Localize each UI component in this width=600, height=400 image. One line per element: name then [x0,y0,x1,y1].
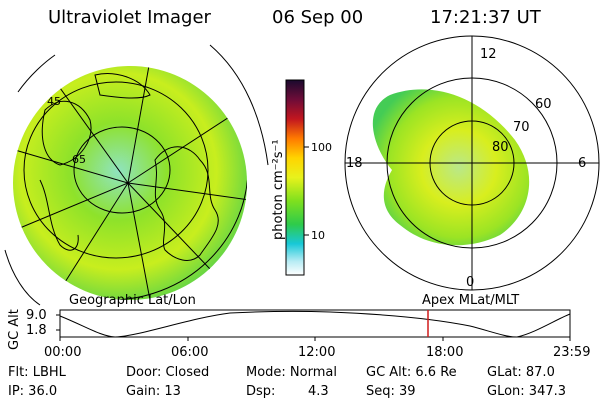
lat-label: 45 [47,95,61,108]
continent-outline [39,179,79,251]
lon-line [127,66,151,184]
lat-arc-outer [17,54,56,93]
mlat-label-70: 70 [513,120,530,135]
dsp-label: Dsp: [246,384,276,399]
instrument-title: Ultraviolet Imager [48,7,211,28]
lat-circle [73,126,171,214]
altitude-plot-frame [59,309,571,338]
colorbar-scale [285,79,305,276]
altitude-xtick-label: 18:00 [426,345,464,360]
altitude-xtick-label: 23:59 [553,345,591,360]
time-label: 17:21:37 UT [430,7,541,28]
altitude-ytick-label: 1.8 [26,323,47,338]
auroral-oval-image [372,89,530,246]
altitude-xtick-label: 06:00 [171,345,209,360]
mlat-label-60: 60 [535,97,552,112]
lat-label: 65 [72,153,86,166]
altitude-ylabel: GC Alt [7,309,22,350]
continent-outline [94,73,151,99]
colorbar-tick-label: 100 [311,141,332,154]
continent-outline [41,100,92,166]
altitude-xtick-label: 00:00 [44,345,82,360]
ip-status: IP: 36.0 [8,384,58,399]
mode-status: Mode: Normal [246,365,337,380]
gain-status: Gain: 13 [126,384,181,399]
filter-status: Flt: LBHL [8,365,66,380]
lon-line [127,109,241,184]
mlat-label-80: 80 [492,140,509,155]
mlt-label-18: 18 [346,156,363,171]
lon-line [14,182,129,231]
lat-arc-outer [209,44,269,166]
lon-line [14,149,129,184]
colorbar-tick-label: 10 [311,229,325,242]
door-status: Door: Closed [126,365,210,380]
lat-arc-outer [4,249,41,306]
mlt-label-0: 0 [466,275,475,290]
gc-alt-status: GC Alt: 6.6 Re [366,365,457,380]
lon-line [59,182,129,291]
lon-line [127,182,247,201]
left-panel-caption: Geographic Lat/Lon [69,293,196,308]
altitude-curve [59,310,571,338]
lon-line [127,182,151,300]
right-panel-caption: Apex MLat/MLT [422,293,520,308]
glon-status: GLon: 347.3 [487,384,567,399]
continent-outline [154,146,219,261]
dsp-value: 4.3 [308,384,329,399]
mlt-label-6: 6 [578,156,587,171]
glat-status: GLat: 87.0 [487,365,555,380]
date-label: 06 Sep 00 [272,7,364,28]
lat-circle [23,81,209,259]
seq-status: Seq: 39 [366,384,416,399]
mlt-label-12: 12 [480,47,497,62]
altitude-xtick-label: 12:00 [298,345,336,360]
altitude-ytick-label: 9.0 [26,308,47,323]
